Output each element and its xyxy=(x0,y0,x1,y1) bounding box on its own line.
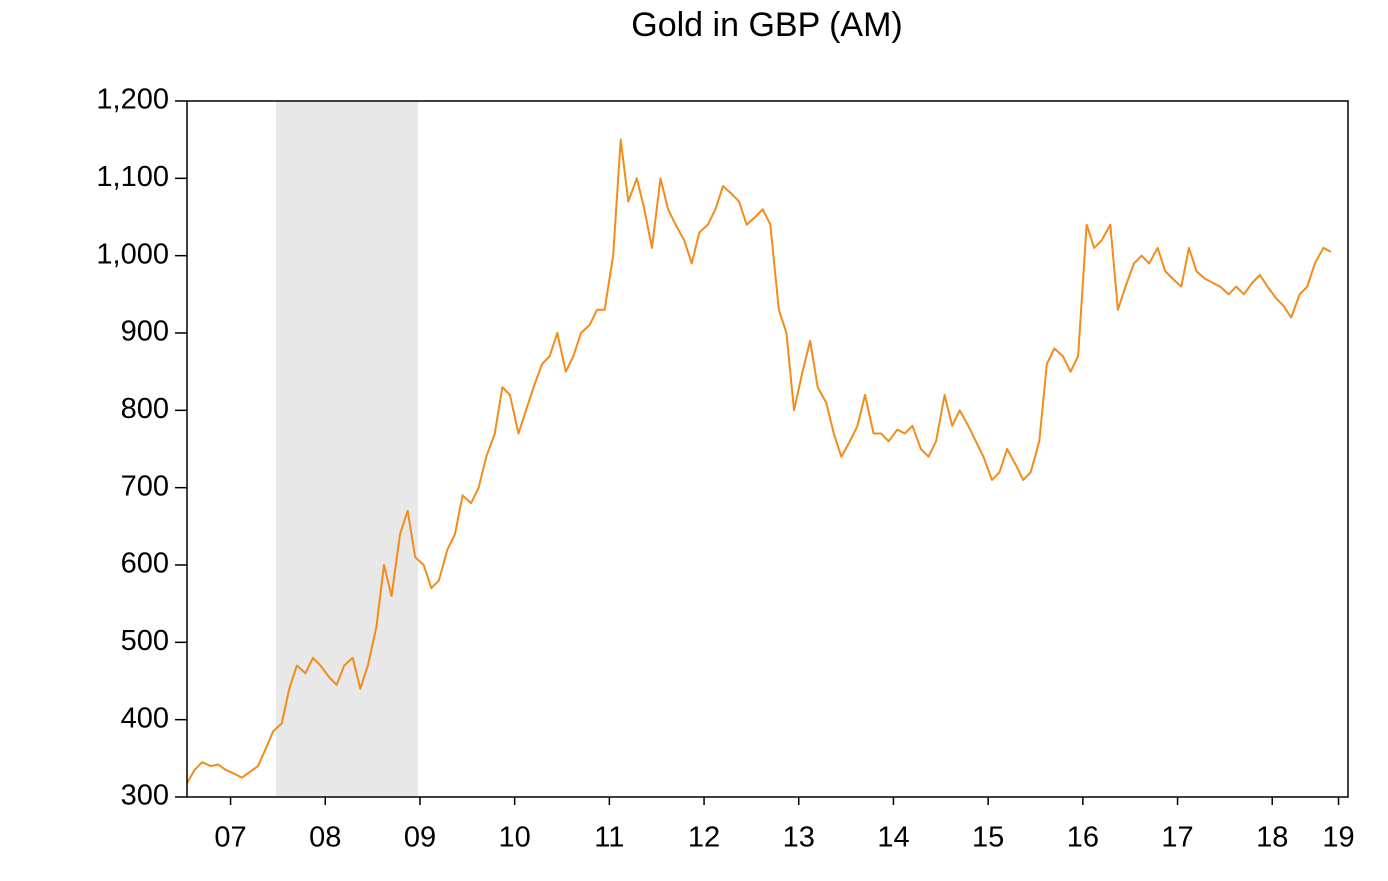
x-tick-label: 09 xyxy=(404,822,436,854)
x-tick-label: 12 xyxy=(688,822,720,854)
x-tick-label: 18 xyxy=(1256,822,1288,854)
y-tick-label: 600 xyxy=(121,548,169,580)
x-tick-label: 14 xyxy=(877,822,909,854)
y-tick-label: 1,200 xyxy=(96,84,169,116)
y-tick-label: 500 xyxy=(121,625,169,657)
x-tick-label: 10 xyxy=(499,822,531,854)
x-tick-label: 08 xyxy=(309,822,341,854)
x-tick-label: 11 xyxy=(594,822,624,854)
x-tick-label: 07 xyxy=(214,822,246,854)
y-tick-label: 800 xyxy=(121,393,169,425)
x-tick-label: 15 xyxy=(972,822,1004,854)
y-tick-label: 300 xyxy=(121,780,169,812)
y-tick-label: 1,000 xyxy=(96,238,169,270)
y-tick-label: 1,100 xyxy=(96,161,169,193)
x-tick-label: 16 xyxy=(1067,822,1099,854)
y-tick-label: 400 xyxy=(121,702,169,734)
shaded-region xyxy=(276,101,419,797)
x-tick-label: 13 xyxy=(783,822,815,854)
x-tick-label: 19 xyxy=(1322,822,1354,854)
x-tick-label: 17 xyxy=(1161,822,1193,854)
chart-title: Gold in GBP (AM) xyxy=(631,6,902,44)
series-line xyxy=(186,138,1332,784)
y-tick-label: 900 xyxy=(121,316,169,348)
y-tick-label: 700 xyxy=(121,470,169,502)
plot-frame xyxy=(186,100,1349,798)
